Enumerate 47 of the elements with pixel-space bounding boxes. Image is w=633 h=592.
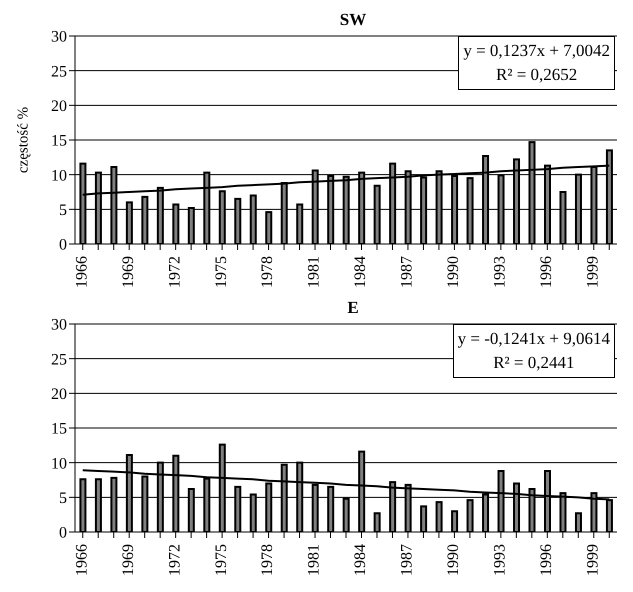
- x-tick-label: 1975: [212, 256, 230, 288]
- equation-box: y = -0,1241x + 9,0614 R² = 0,2441: [452, 324, 615, 378]
- x-tick-label: 1975: [212, 544, 230, 576]
- y-tick-label: 25: [51, 351, 67, 368]
- x-tick-label: 1990: [445, 544, 462, 576]
- y-tick-label: 15: [51, 420, 67, 438]
- y-tick-label: 0: [59, 524, 67, 542]
- x-tick-label: 1996: [538, 256, 555, 288]
- x-tick-label: 1969: [120, 256, 137, 288]
- y-tick-label: 0: [59, 236, 67, 254]
- x-tick-label: 1966: [73, 256, 90, 288]
- x-tick-label: 1972: [166, 544, 184, 576]
- annotation: R² = 0,2441: [492, 352, 576, 374]
- x-tick-label: 1987: [398, 256, 416, 288]
- y-tick-label: 10: [51, 167, 67, 184]
- x-tick-label: 1984: [352, 544, 370, 576]
- x-tick-label: 1969: [120, 544, 137, 576]
- x-tick-label: 1981: [306, 544, 323, 576]
- y-tick-label: 5: [59, 490, 67, 508]
- chart-title: SW: [338, 10, 368, 30]
- x-tick-label: 1990: [445, 256, 462, 288]
- annotation: y = -0,1241x + 9,0614: [458, 328, 610, 350]
- x-tick-label: 1984: [352, 256, 370, 288]
- annotation: y = 0,1237x + 7,0042: [463, 40, 610, 62]
- y-tick-label: 30: [51, 28, 67, 46]
- x-tick-label: 1978: [259, 256, 276, 288]
- y-tick-label: 5: [59, 202, 67, 220]
- x-tick-label: 1993: [492, 256, 509, 288]
- x-tick-label: 1966: [73, 544, 90, 576]
- x-tick-label: 1993: [492, 544, 509, 576]
- x-tick-label: 1978: [259, 544, 276, 576]
- y-axis-title: częstość %: [15, 106, 32, 174]
- equation-box: y = 0,1237x + 7,0042 R² = 0,2652: [458, 36, 615, 90]
- annotation: R² = 0,2652: [495, 64, 578, 86]
- y-tick-label: 10: [51, 455, 67, 472]
- x-tick-label: 1981: [306, 256, 323, 288]
- y-tick-label: 20: [51, 386, 67, 404]
- y-tick-label: 30: [51, 316, 67, 334]
- x-tick-label: 1996: [538, 544, 555, 576]
- x-tick-label: 1999: [584, 256, 602, 288]
- chart-title: E: [346, 298, 360, 318]
- y-tick-label: 15: [51, 132, 67, 150]
- x-tick-label: 1999: [584, 544, 602, 576]
- x-tick-label: 1987: [398, 544, 416, 576]
- y-tick-label: 20: [51, 98, 67, 116]
- x-tick-label: 1972: [166, 256, 184, 288]
- y-tick-label: 25: [51, 63, 67, 80]
